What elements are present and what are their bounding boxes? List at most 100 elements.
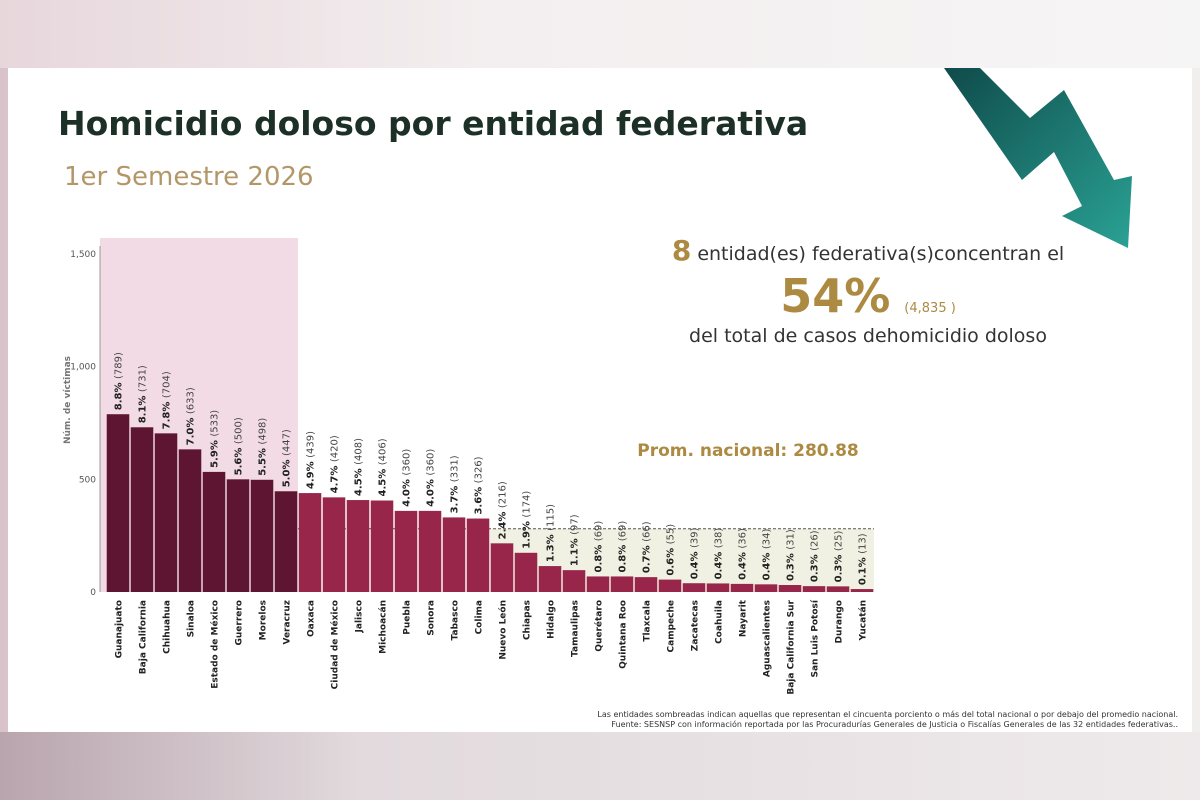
x-tick-label: Estado de México (210, 600, 221, 689)
trend-down-arrow-icon (944, 68, 1132, 248)
x-tick-label: Colima (475, 600, 485, 634)
x-tick-label: Jalisco (355, 600, 365, 633)
bar (514, 552, 538, 592)
bar-percent-label: 4.0% (402, 476, 413, 507)
bar-count-label: (69) (594, 521, 605, 542)
bar (538, 566, 562, 592)
footnote: Las entidades sombreadas indican aquella… (597, 710, 1178, 730)
bar (418, 510, 442, 592)
bar (706, 583, 730, 592)
bar-count-label: (633) (186, 387, 197, 414)
bar-percent-label: 0.3% (810, 551, 821, 582)
bar-value-label: 0.3% (31) (786, 529, 797, 581)
bar-value-label: 0.7% (66) (642, 521, 653, 573)
bar (682, 583, 706, 592)
bar-percent-label: 0.6% (666, 544, 677, 575)
bar-count-label: (55) (666, 524, 677, 545)
x-tick-label: Querétaro (594, 600, 605, 652)
bar-value-label: 7.8% (704) (162, 371, 173, 429)
bar (274, 491, 298, 592)
bar-percent-label: 4.7% (330, 462, 341, 493)
bar-percent-label: 0.4% (762, 549, 773, 580)
bar (130, 427, 154, 592)
bar-percent-label: 3.6% (474, 483, 485, 514)
bar-count-label: (447) (282, 429, 293, 456)
bar-percent-label: 4.5% (378, 465, 389, 496)
bar-percent-label: 1.1% (570, 535, 581, 566)
bar-count-label: (331) (450, 455, 461, 482)
bar-value-label: 5.6% (500) (234, 417, 245, 475)
bar-count-label: (34) (762, 528, 773, 549)
bar (298, 493, 322, 592)
summary-count: 8 (671, 234, 692, 267)
x-tick-label: Veracruz (283, 600, 293, 645)
x-tick-label: Michoacán (379, 600, 389, 654)
bar-value-label: 0.4% (39) (690, 527, 701, 579)
x-tick-label: Campeche (667, 600, 677, 652)
x-tick-label: Ciudad de México (330, 600, 341, 689)
x-tick-label: Yucatán (859, 600, 869, 641)
bar-value-label: 0.3% (25) (834, 531, 845, 583)
summary-text-1: entidad(es) federativa(s)concentran el (697, 243, 1065, 265)
bar-percent-label: 3.7% (450, 482, 461, 513)
bar-percent-label: 4.0% (426, 476, 437, 507)
background-bottom-band (0, 732, 1200, 800)
bar-value-label: 5.0% (447) (282, 429, 293, 487)
bar-percent-label: 7.0% (186, 414, 197, 445)
bar-value-label: 0.8% (69) (618, 521, 629, 573)
bars (106, 414, 874, 592)
bar-count-label: (533) (210, 410, 221, 437)
bar-percent-label: 0.8% (594, 541, 605, 572)
bar (658, 579, 682, 592)
x-tick-label: Nayarit (739, 599, 749, 637)
bar-count-label: (360) (426, 449, 437, 476)
x-tick-label: Chiapas (523, 600, 533, 640)
bar (154, 433, 178, 592)
bar (394, 510, 418, 592)
summary-percent: 54% (780, 269, 891, 323)
bar-percent-label: 1.3% (546, 531, 557, 562)
bar-percent-label: 0.7% (642, 542, 653, 573)
bar-percent-label: 5.9% (210, 437, 221, 468)
bar-count-label: (36) (738, 528, 749, 549)
bar (442, 517, 466, 592)
bar-percent-label: 4.9% (306, 458, 317, 489)
bar-count-label: (360) (402, 449, 413, 476)
x-tick-labels: Guanajuato Baja California Chihuahua Sinalo… (115, 599, 869, 695)
bar-value-label: 7.0% (633) (186, 387, 197, 445)
bar-value-label: 0.1% (13) (858, 533, 869, 585)
summary-text-2: del total de casos dehomicidio doloso (689, 325, 1047, 347)
bar-count-label: (216) (498, 481, 509, 508)
bar (730, 583, 754, 592)
bar (586, 576, 610, 592)
y-tick-label: 1,000 (70, 363, 96, 373)
bar-value-label: 1.9% (174) (522, 491, 533, 549)
x-tick-label: Guerrero (235, 600, 245, 646)
slide: Homicidio doloso por entidad federativa … (8, 68, 1192, 732)
bar-chart: Núm. de víctimas Prom. nacional: 280.88 … (63, 238, 874, 695)
bar (802, 586, 826, 592)
bar-labels: 8.8% (789) 8.1% (731) 7.8% (704) 7.0% (633)… (114, 352, 869, 585)
bar-value-label: 0.4% (36) (738, 528, 749, 580)
bar (634, 577, 658, 592)
bar-percent-label: 7.8% (162, 398, 173, 429)
bar-percent-label: 1.9% (522, 518, 533, 549)
bar-count-label: (420) (330, 435, 341, 462)
bar-percent-label: 0.8% (618, 541, 629, 572)
bar-value-label: 8.8% (789) (114, 352, 125, 410)
bar-value-label: 4.9% (439) (306, 431, 317, 489)
bar-percent-label: 5.6% (234, 444, 245, 475)
x-tick-label: Coahuila (715, 600, 725, 644)
bar-percent-label: 0.3% (786, 550, 797, 581)
bar-value-label: 0.8% (69) (594, 521, 605, 573)
bar-count-label: (39) (690, 527, 701, 548)
bar-value-label: 4.0% (360) (402, 449, 413, 507)
footnote-line-1: Las entidades sombreadas indican aquella… (597, 710, 1178, 719)
x-tick-label: San Luis Potosí (811, 599, 821, 677)
y-ticks: 0 500 1,000 1,500 (70, 250, 96, 598)
summary-box: 8 entidad(es) federativa(s)concentran el … (588, 234, 1148, 347)
x-tick-label: Tamaulipas (571, 600, 581, 657)
bar-count-label: (69) (618, 521, 629, 542)
x-tick-label: Oaxaca (307, 600, 317, 637)
bar (322, 497, 346, 592)
